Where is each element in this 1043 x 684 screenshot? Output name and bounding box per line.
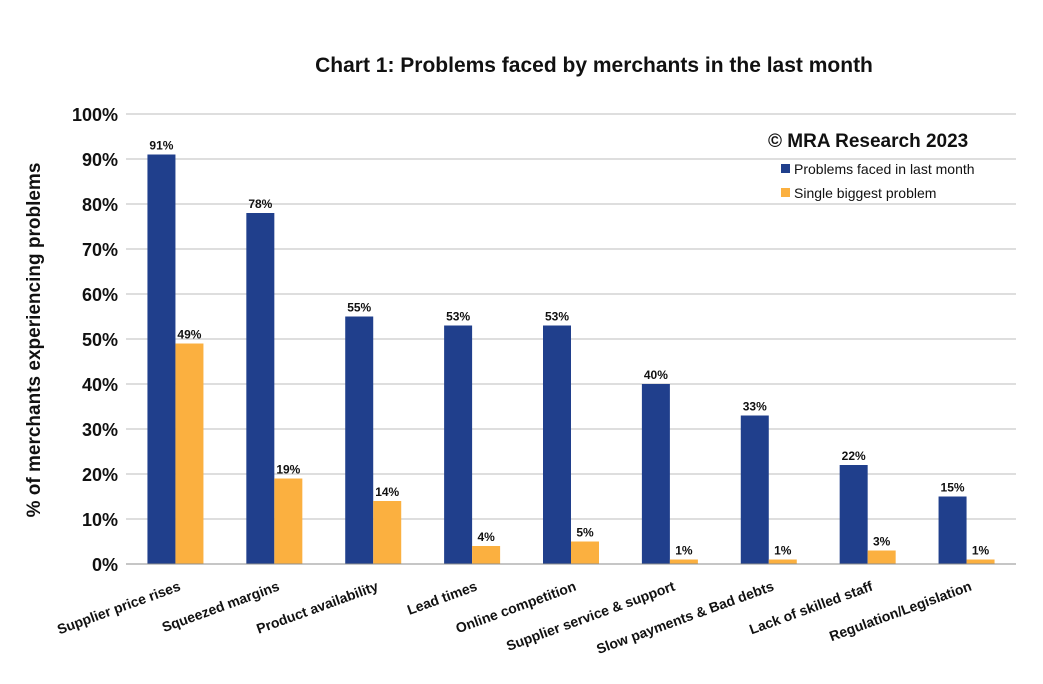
data-label: 5% <box>576 526 594 540</box>
bar <box>147 154 176 564</box>
x-tick-label: Slow payments & Bad debts <box>594 578 776 657</box>
copyright-annotation: © MRA Research 2023 <box>768 131 968 152</box>
chart-title: Chart 1: Problems faced by merchants in … <box>315 54 873 77</box>
data-label: 1% <box>675 544 693 558</box>
bar <box>938 496 967 564</box>
data-label: 33% <box>743 400 767 414</box>
bar <box>641 384 670 564</box>
y-axis-ticks: 0% 10% 20% 30% 40% 50% 60% 70% 80% 90% 100% <box>72 105 118 575</box>
x-tick-label: Supplier service & support <box>504 578 677 654</box>
data-label: 1% <box>972 544 990 558</box>
data-label: 15% <box>941 481 965 495</box>
data-label: 40% <box>644 368 668 382</box>
data-label: 19% <box>276 463 300 477</box>
y-tick-label: 0% <box>92 555 118 575</box>
x-tick-label: Lead times <box>405 578 479 618</box>
data-label: 55% <box>347 301 371 315</box>
bar <box>571 541 599 564</box>
data-label: 91% <box>149 139 173 153</box>
bar <box>543 325 571 564</box>
y-tick-label: 20% <box>82 465 118 485</box>
y-tick-label: 40% <box>82 375 118 395</box>
legend-swatch-single-biggest <box>781 188 790 197</box>
bar <box>345 316 374 564</box>
y-tick-label: 70% <box>82 240 118 260</box>
y-axis-label: % of merchants experiencing problems <box>24 163 45 518</box>
bar <box>246 213 275 564</box>
bar <box>373 501 402 564</box>
data-label: 3% <box>873 535 891 549</box>
bar <box>966 559 995 564</box>
y-tick-label: 50% <box>82 330 118 350</box>
bar <box>175 343 204 564</box>
bars <box>147 154 995 564</box>
bar <box>740 415 769 564</box>
bar <box>444 325 473 564</box>
bar <box>274 478 303 564</box>
y-tick-label: 90% <box>82 150 118 170</box>
legend-swatch-problems <box>781 164 790 173</box>
y-tick-label: 10% <box>82 510 118 530</box>
data-label: 22% <box>842 449 866 463</box>
bar <box>839 465 868 564</box>
data-label: 53% <box>446 310 470 324</box>
y-tick-label: 80% <box>82 195 118 215</box>
legend-label-problems: Problems faced in last month <box>794 161 975 177</box>
data-label: 53% <box>545 310 569 324</box>
y-tick-label: 30% <box>82 420 118 440</box>
data-labels: 91% 49% 78% 19% 55% 14% 53% 4% 53% 5% 40% 1% 33% 1% 22… <box>149 139 989 558</box>
bar <box>768 559 797 564</box>
bar <box>867 550 896 564</box>
bar <box>669 559 698 564</box>
data-label: 14% <box>375 485 399 499</box>
data-label: 4% <box>477 530 495 544</box>
bar <box>472 546 501 564</box>
data-label: 1% <box>774 544 792 558</box>
legend: © MRA Research 2023 Problems faced in la… <box>768 131 975 201</box>
y-tick-label: 60% <box>82 285 118 305</box>
legend-label-single-biggest: Single biggest problem <box>794 185 936 201</box>
y-tick-label: 100% <box>72 105 118 125</box>
data-label: 78% <box>248 197 272 211</box>
data-label: 49% <box>177 328 201 342</box>
